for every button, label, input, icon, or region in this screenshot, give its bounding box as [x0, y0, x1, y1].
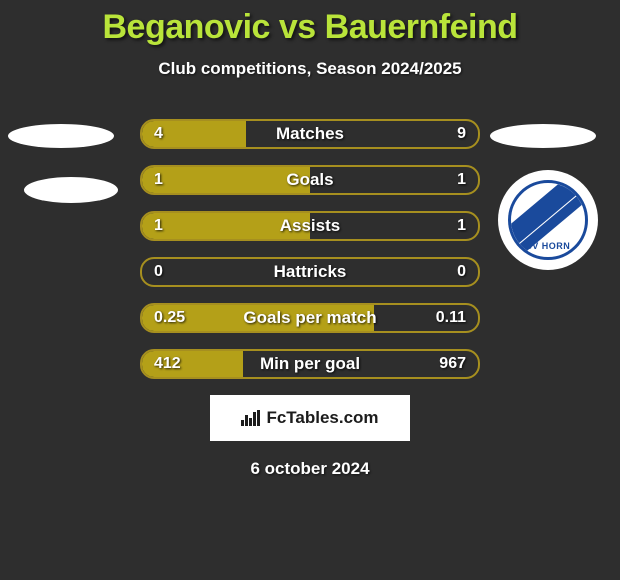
stat-row: 412Min per goal967: [140, 349, 480, 379]
stat-label: Goals: [142, 167, 478, 193]
stat-row: 0.25Goals per match0.11: [140, 303, 480, 333]
barchart-icon: [241, 410, 260, 426]
stat-value-right: 1: [457, 167, 466, 193]
stat-label: Min per goal: [142, 351, 478, 377]
stat-value-right: 1: [457, 213, 466, 239]
stat-label: Hattricks: [142, 259, 478, 285]
stat-label: Assists: [142, 213, 478, 239]
stat-value-right: 0.11: [436, 305, 466, 331]
stat-value-right: 9: [457, 121, 466, 147]
page-title: Beganovic vs Bauernfeind: [0, 0, 620, 47]
footer-date: 6 october 2024: [0, 459, 620, 479]
stat-row: 1Goals1: [140, 165, 480, 195]
footer-brand-text: FcTables.com: [266, 408, 378, 428]
footer-brand: FcTables.com: [210, 395, 410, 441]
page-subtitle: Club competitions, Season 2024/2025: [0, 59, 620, 79]
stat-row: 1Assists1: [140, 211, 480, 241]
stat-label: Goals per match: [142, 305, 478, 331]
stat-row: 4Matches9: [140, 119, 480, 149]
stats-container: 4Matches91Goals11Assists10Hattricks00.25…: [0, 119, 620, 379]
stat-label: Matches: [142, 121, 478, 147]
stat-value-right: 967: [439, 351, 466, 377]
stat-row: 0Hattricks0: [140, 257, 480, 287]
stat-value-right: 0: [457, 259, 466, 285]
